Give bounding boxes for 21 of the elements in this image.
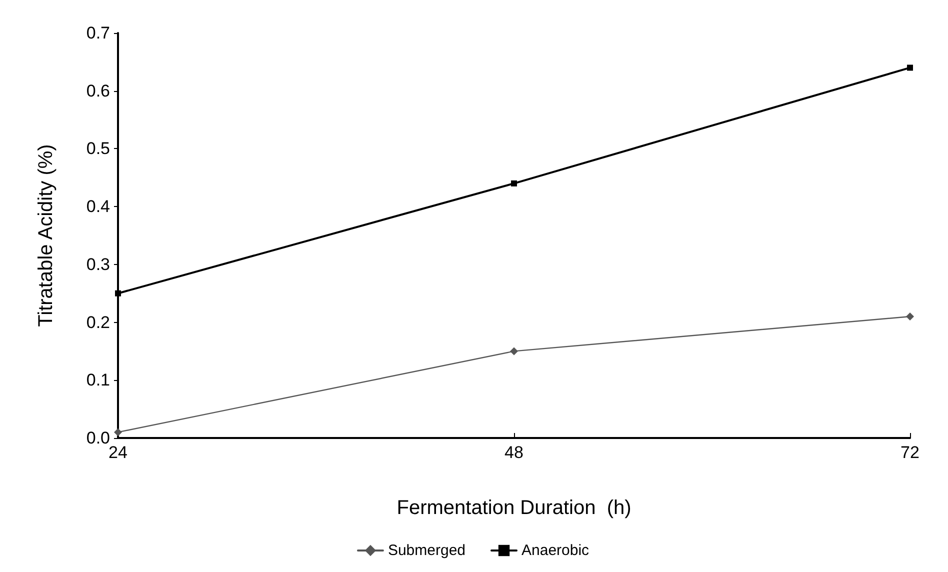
point — [115, 290, 121, 296]
y-tick-label: 0.6 — [86, 81, 110, 100]
point — [510, 347, 518, 356]
y-tick-label: 0.2 — [86, 312, 110, 332]
legend-label: Submerged — [388, 542, 466, 559]
x-tick-label: 48 — [504, 443, 524, 462]
point — [511, 180, 517, 186]
y-axis-title: Titratable Acidity (%) — [35, 144, 57, 327]
x-tick-label: 24 — [108, 443, 128, 462]
y-tick-label: 0.4 — [86, 197, 110, 216]
legend-label: Anaerobic — [522, 542, 590, 559]
y-tick-label: 0.5 — [86, 139, 110, 158]
point — [906, 312, 914, 320]
x-axis-title: Fermentation Duration (h) — [396, 497, 632, 519]
point — [907, 64, 913, 71]
x-tick-label: 72 — [900, 443, 920, 462]
y-tick-label: 0.1 — [86, 370, 110, 390]
point — [114, 428, 122, 436]
y-tick-label: 0.3 — [86, 254, 110, 274]
y-tick-label: 0.7 — [86, 24, 110, 42]
y-tick-label: 0.0 — [86, 428, 110, 448]
